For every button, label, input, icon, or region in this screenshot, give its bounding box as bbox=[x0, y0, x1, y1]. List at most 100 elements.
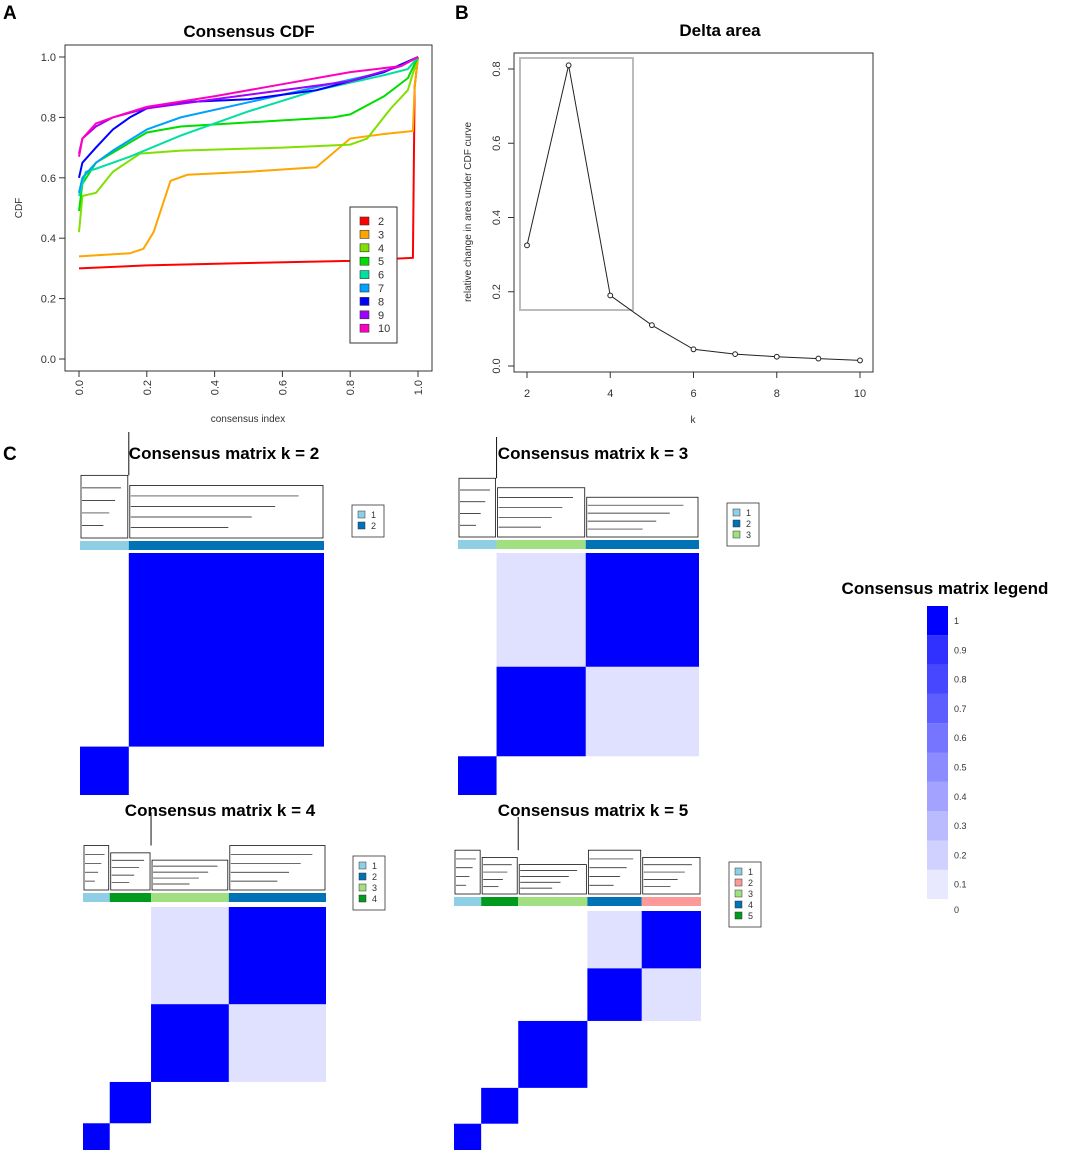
colorbar-step bbox=[927, 752, 948, 782]
consensus-block-cluster-5 bbox=[481, 1087, 519, 1124]
cdf-title: Consensus CDF bbox=[183, 22, 314, 41]
colorbar-step bbox=[927, 635, 948, 665]
cluster-bar-1 bbox=[458, 540, 497, 549]
panel-label-c: C bbox=[3, 444, 17, 465]
cluster-bar-1 bbox=[80, 541, 129, 550]
legend-label-k9: 9 bbox=[378, 310, 384, 322]
cluster-legend-swatch-1 bbox=[358, 861, 367, 870]
cdf-line-k5 bbox=[78, 56, 419, 212]
legend-swatch-k10 bbox=[359, 323, 370, 333]
cdf-x-tick-label: 1.0 bbox=[413, 380, 425, 395]
legend-label-k3: 3 bbox=[378, 229, 384, 241]
legend-label-k7: 7 bbox=[378, 283, 384, 295]
delta-point-k9 bbox=[815, 355, 822, 362]
cluster-legend bbox=[352, 855, 386, 911]
cdf-line-k7 bbox=[78, 56, 419, 194]
cluster-legend-label-1: 1 bbox=[371, 510, 376, 520]
consensus-colorbar: Consensus matrix legend 1 0.9 0.8 0.7 0.6 0.5… bbox=[842, 579, 1049, 915]
consensus-block-cluster-2 bbox=[228, 907, 326, 1005]
cluster-legend-label-1: 1 bbox=[746, 508, 751, 518]
colorbar-label: 0.2 bbox=[954, 850, 967, 860]
delta-point-k2 bbox=[524, 242, 530, 249]
dendrogram-branch bbox=[151, 859, 229, 891]
delta-y-tick-label: 0.0 bbox=[491, 358, 503, 373]
colorbar-label: 0.3 bbox=[954, 821, 967, 831]
delta-y-tick-label: 0.6 bbox=[491, 136, 503, 151]
legend-swatch-k5 bbox=[359, 256, 370, 266]
delta-x-tick-label: 8 bbox=[774, 388, 780, 400]
cluster-bar-1 bbox=[83, 893, 110, 902]
consensus-block-cluster-2 bbox=[128, 553, 324, 747]
cluster-legend-label-2: 2 bbox=[748, 878, 753, 888]
consensus-block-cluster-3 bbox=[496, 666, 586, 757]
delta-x-tick-label: 6 bbox=[690, 388, 696, 400]
consensus-matrix-k2: Consensus matrix k = 2 12 bbox=[80, 432, 385, 795]
matrix-title: Consensus matrix k = 4 bbox=[125, 801, 316, 820]
matrix-title: Consensus matrix k = 5 bbox=[498, 801, 688, 820]
colorbar-label: 0.1 bbox=[954, 880, 967, 890]
cdf-y-tick-label: 0.8 bbox=[41, 112, 56, 124]
legend-label-k8: 8 bbox=[378, 296, 384, 308]
consensus-offdiag bbox=[585, 666, 699, 757]
consensus-matrix-k3: Consensus matrix k = 3 123 bbox=[458, 437, 760, 795]
dendrogram-branch bbox=[454, 849, 481, 895]
cluster-legend-swatch-2 bbox=[357, 521, 366, 530]
consensus-offdiag bbox=[641, 968, 701, 1021]
legend-swatch-k7 bbox=[359, 283, 370, 293]
cluster-legend bbox=[728, 861, 762, 928]
cdf-line-k6 bbox=[78, 56, 419, 197]
matrix-title: Consensus matrix k = 3 bbox=[498, 444, 688, 463]
cdf-x-tick-label: 0.2 bbox=[142, 380, 154, 395]
legend-swatch-k3 bbox=[359, 230, 370, 239]
delta-point-k5 bbox=[648, 322, 655, 329]
cluster-bar-4 bbox=[587, 897, 642, 906]
cluster-legend-swatch-1 bbox=[734, 867, 743, 876]
highlight-box bbox=[519, 57, 634, 311]
dendrogram-branch bbox=[129, 485, 324, 539]
cdf-x-tick-label: 0.6 bbox=[277, 380, 289, 395]
colorbar-step bbox=[927, 811, 948, 841]
legend-swatch-k8 bbox=[359, 297, 370, 306]
colorbar-step bbox=[927, 606, 948, 636]
dendrogram-branch bbox=[586, 496, 699, 538]
dendrogram-branch bbox=[497, 487, 586, 538]
cluster-legend-swatch-1 bbox=[357, 510, 366, 519]
dendrogram-branch bbox=[481, 857, 518, 895]
cluster-legend bbox=[726, 502, 760, 547]
cluster-bar-3 bbox=[518, 897, 588, 906]
cluster-legend-label-2: 2 bbox=[372, 872, 377, 882]
legend-label-k4: 4 bbox=[378, 243, 384, 255]
consensus-block-cluster-3 bbox=[518, 1020, 588, 1088]
panel-label-b: B bbox=[455, 3, 469, 24]
cdf-plot-frame bbox=[64, 44, 433, 372]
colorbar-step bbox=[927, 869, 948, 899]
cdf-line-k4 bbox=[78, 56, 419, 233]
cluster-legend-swatch-3 bbox=[358, 883, 367, 892]
legend-swatch-k6 bbox=[359, 270, 370, 279]
delta-point-k8 bbox=[773, 353, 780, 360]
cluster-bar-4 bbox=[109, 893, 152, 902]
colorbar-label: 0.4 bbox=[954, 792, 967, 802]
delta-point-k7 bbox=[732, 351, 739, 358]
consensus-offdiag bbox=[228, 1004, 326, 1082]
matrix-title: Consensus matrix k = 2 bbox=[129, 444, 319, 463]
colorbar-label: 0.6 bbox=[954, 733, 967, 743]
delta-title: Delta area bbox=[679, 21, 761, 40]
consensus-block-cluster-3 bbox=[151, 1004, 229, 1082]
delta-y-tick-label: 0.8 bbox=[491, 61, 503, 76]
delta-area-chart: Delta area 2 4 6 8 10 0.0 0.2 0.4 0.6 0.8 k relat… bbox=[463, 21, 874, 426]
dendrogram-branch bbox=[80, 474, 129, 539]
consensus-block-cluster-1 bbox=[83, 1123, 110, 1150]
cluster-legend-label-4: 4 bbox=[372, 894, 377, 904]
consensus-block-cluster-4 bbox=[587, 968, 642, 1021]
cluster-legend-swatch-1 bbox=[732, 508, 741, 517]
cluster-legend-label-2: 2 bbox=[746, 519, 751, 529]
cluster-bar-3 bbox=[151, 893, 229, 902]
colorbar-step bbox=[927, 723, 948, 753]
colorbar-label: 0.7 bbox=[954, 704, 967, 714]
cluster-legend-label-5: 5 bbox=[748, 911, 753, 921]
cluster-legend-swatch-3 bbox=[732, 530, 741, 539]
consensus-block-cluster-1 bbox=[454, 1123, 482, 1150]
consensus-block-cluster-2 bbox=[641, 911, 701, 969]
